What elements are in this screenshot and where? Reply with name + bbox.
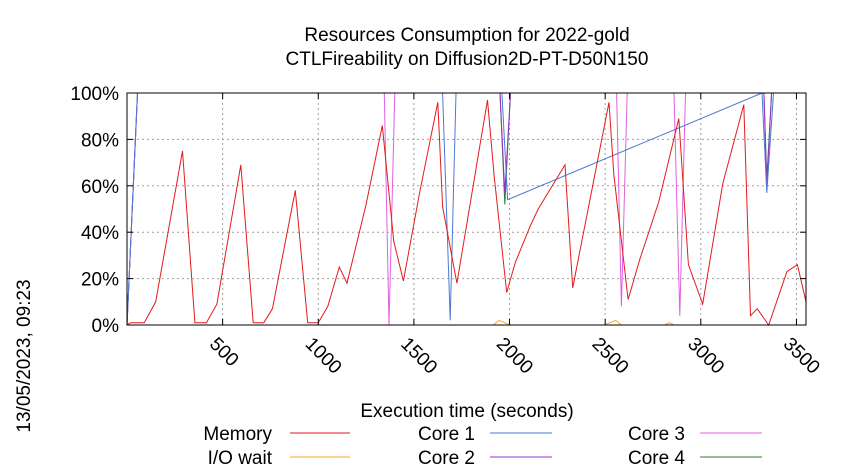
x-tick-label: 2000	[492, 334, 537, 379]
y-tick-label: 0%	[92, 316, 120, 337]
y-axis: 0% 20% 40% 60% 80% 100%	[70, 84, 806, 337]
chart-title: Resources Consumption for 2022-gold	[304, 25, 629, 46]
x-tick-label: 2500	[588, 334, 633, 379]
x-tick-label: 3500	[779, 334, 824, 379]
gridlines	[127, 93, 806, 325]
x-tick-label: 500	[205, 334, 242, 371]
legend-label: Core 1	[418, 424, 475, 445]
y-tick-label: 20%	[81, 270, 119, 291]
chart-subtitle: CTLFireability on Diffusion2D-PT-D50N150	[286, 49, 649, 70]
x-tick-label: 1500	[396, 334, 441, 379]
plot-frame	[126, 92, 807, 326]
x-tick-label: 3000	[683, 334, 728, 379]
y-tick-label: 100%	[70, 84, 119, 105]
y-tick-label: 40%	[81, 223, 119, 244]
legend: Memory I/O wait Core 1 Core 2 Core 3 Core 4	[203, 424, 762, 469]
series-line-core-2	[126, 92, 806, 326]
legend-label: Core 4	[628, 448, 685, 469]
x-axis-label: Execution time (seconds)	[360, 401, 573, 422]
series-line-i-o-wait	[127, 319, 806, 326]
x-tick-label: 1000	[301, 334, 346, 379]
series-line-core-4	[126, 92, 806, 326]
legend-label: I/O wait	[208, 448, 273, 469]
legend-label: Core 3	[628, 424, 685, 445]
series-group	[126, 92, 807, 327]
legend-label: Core 2	[418, 448, 475, 469]
timestamp-label: 13/05/2023, 09:23	[14, 279, 35, 432]
series-line-core-1	[126, 92, 806, 326]
x-axis: 500 1000 1500 2000 2500 3000 3500	[205, 93, 824, 378]
y-tick-label: 80%	[81, 130, 119, 151]
legend-label: Memory	[203, 424, 272, 445]
series-line-memory	[126, 99, 807, 327]
y-tick-label: 60%	[81, 177, 119, 198]
series-line-core-3	[126, 92, 806, 326]
